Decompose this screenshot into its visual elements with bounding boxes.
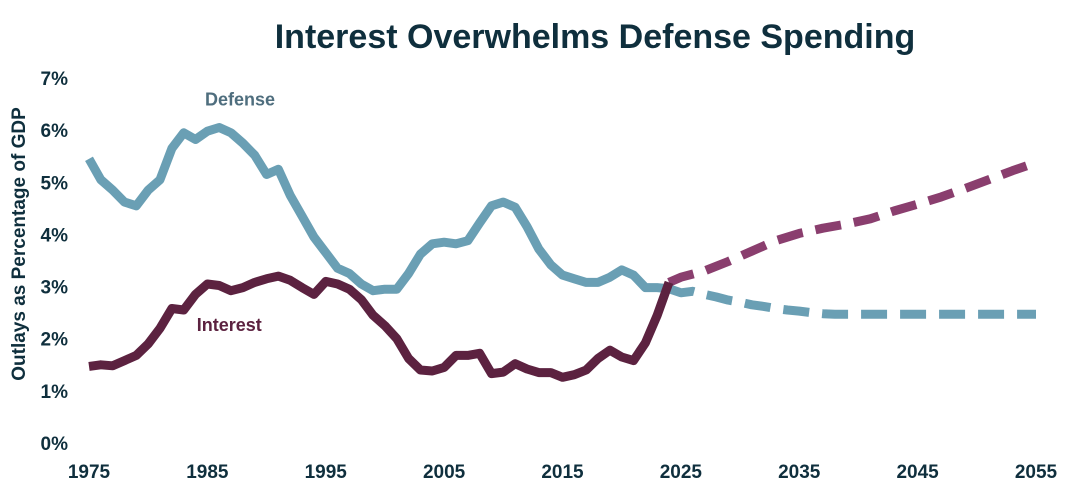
defense-series-label: Defense xyxy=(205,90,275,110)
x-tick-label: 2025 xyxy=(660,462,703,483)
y-tick-label: 1% xyxy=(41,382,69,403)
y-tick-label: 2% xyxy=(41,330,69,351)
defense-projected-line xyxy=(667,284,1036,319)
x-tick-label: 2055 xyxy=(1015,462,1058,483)
x-tick-label: 1985 xyxy=(186,462,229,483)
x-tick-label: 2015 xyxy=(541,462,584,483)
interest-series-label: Interest xyxy=(197,315,262,335)
interest-projected-line xyxy=(667,158,1038,287)
x-tick-label: 2035 xyxy=(778,462,821,483)
series-labels: Defense Interest xyxy=(197,90,275,335)
chart-title: Interest Overwhelms Defense Spending xyxy=(275,18,916,56)
y-tick-label: 4% xyxy=(41,225,69,246)
y-tick-label: 3% xyxy=(41,278,69,299)
defense-historical-line xyxy=(85,123,670,296)
y-tick-label: 6% xyxy=(41,121,69,142)
x-tick-label: 2045 xyxy=(896,462,939,483)
y-axis-label: Outlays as Percentage of GDP xyxy=(9,107,30,381)
y-tick-label: 0% xyxy=(41,434,69,455)
y-tick-label: 7% xyxy=(41,69,69,90)
x-tick-label: 2005 xyxy=(423,462,466,483)
interest-historical-line xyxy=(88,271,674,382)
x-tick-label: 1975 xyxy=(68,462,111,483)
series-layer xyxy=(85,123,1038,382)
y-axis-ticks: 0% 1% 2% 3% 4% 5% 6% 7% xyxy=(41,69,69,455)
x-axis-ticks: 1975 1985 1995 2005 2015 2025 2035 2045 2055 xyxy=(68,462,1058,483)
y-tick-label: 5% xyxy=(41,173,69,194)
x-tick-label: 1995 xyxy=(305,462,348,483)
